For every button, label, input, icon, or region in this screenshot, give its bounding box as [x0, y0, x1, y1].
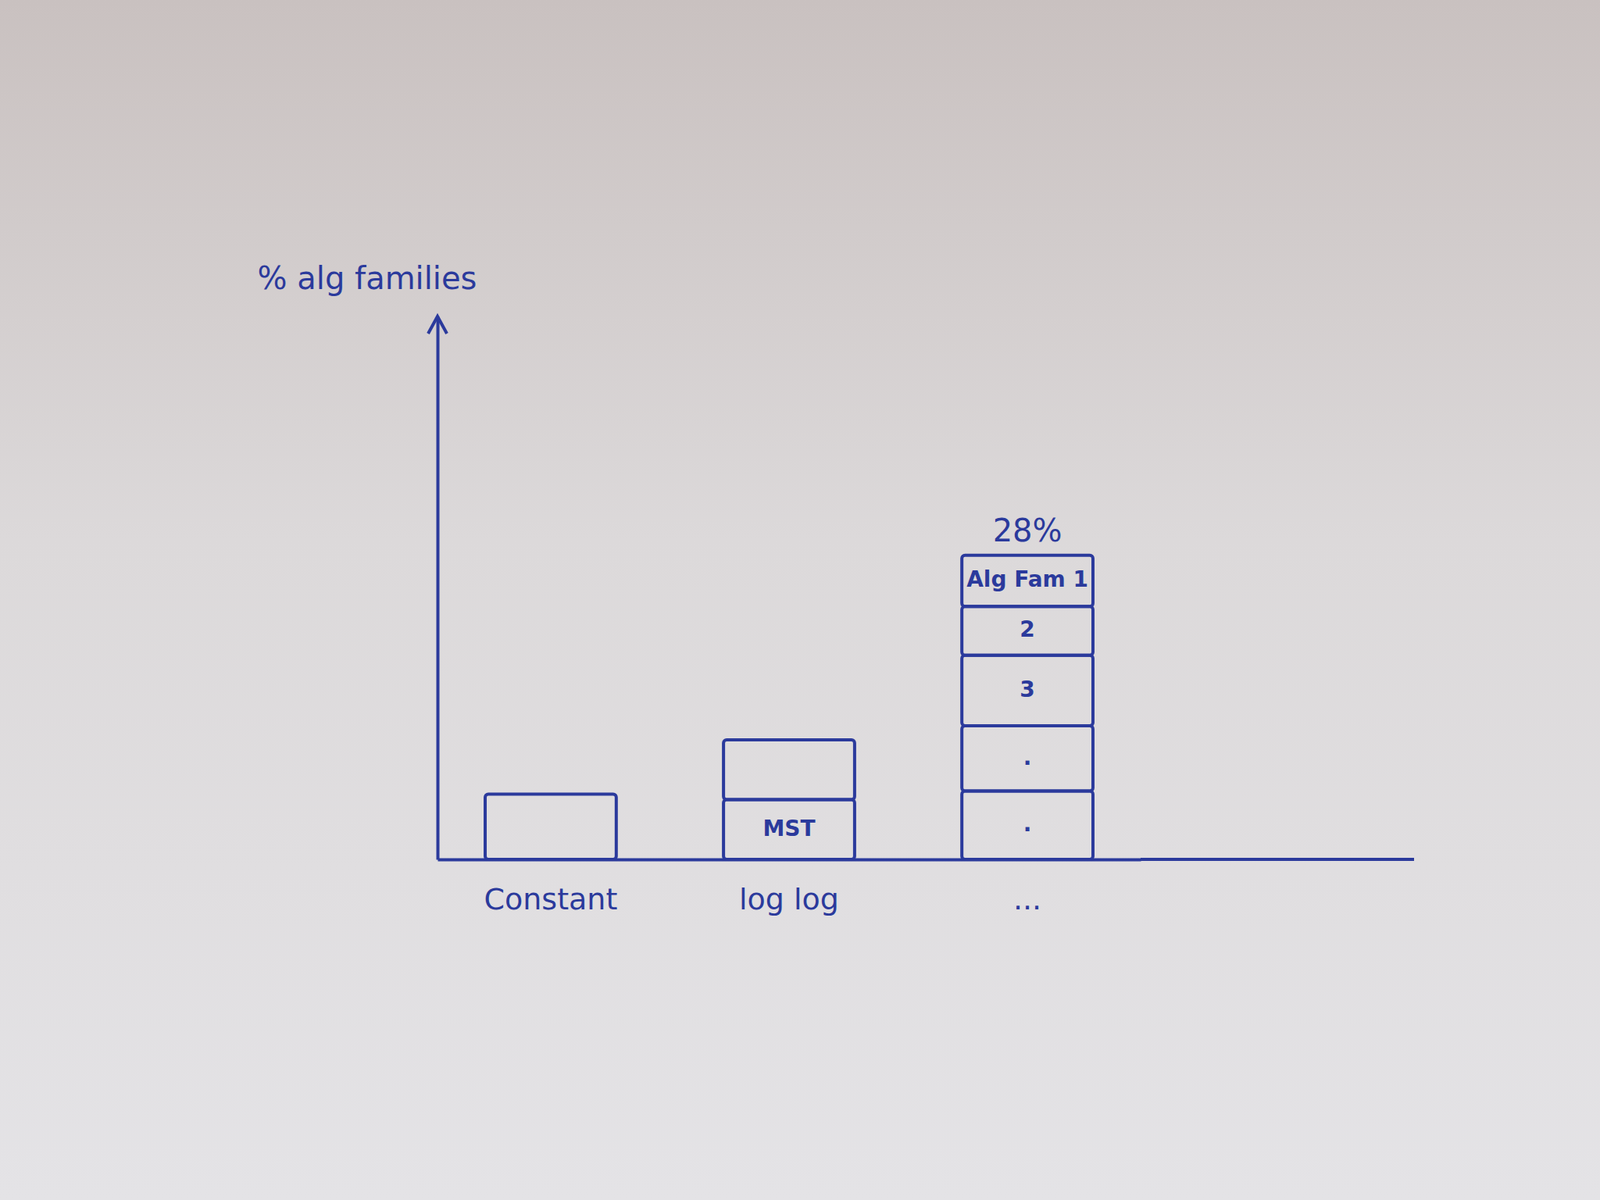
- bars: [485, 555, 1093, 860]
- segment-label: .: [1023, 810, 1033, 837]
- bar-segment: [961, 555, 1093, 607]
- total-label: 28%: [992, 512, 1063, 549]
- segment-label: Alg Fam 1: [966, 566, 1089, 593]
- x-tick: Constant: [483, 859, 618, 917]
- x-tick: ...: [1013, 859, 1042, 917]
- segment-labels: MST.. 3 2 Alg Fam 1: [762, 566, 1089, 841]
- segment-label: MST: [762, 815, 815, 842]
- chart: MST.. 3 2 Alg Fam 1 28% Constant log log... % a…: [0, 0, 1600, 1200]
- x-tick-label: Constant: [483, 882, 618, 917]
- bar-segment: [961, 725, 1093, 791]
- bar-segment: [723, 800, 855, 860]
- segment-label: .: [1023, 744, 1033, 771]
- bar-segment: [485, 794, 617, 860]
- x-tick: log log: [739, 859, 840, 917]
- x-axis: Constant log log...: [438, 859, 1142, 917]
- y-axis: [437, 317, 439, 861]
- x-axis-extension: [1140, 857, 1415, 861]
- x-axis-line: [438, 858, 1142, 862]
- y-axis-title: % alg families: [257, 260, 478, 297]
- bar-segment: [961, 655, 1093, 726]
- bar-segment: [723, 739, 855, 800]
- axis-arrow: [428, 316, 447, 334]
- segment-label: 2: [1019, 616, 1035, 643]
- bar-segment: [961, 606, 1093, 656]
- segment-label: 3: [1019, 676, 1035, 703]
- x-tick-label: log log: [739, 882, 840, 917]
- bar-segment: [961, 790, 1093, 860]
- y-axis-line: [436, 317, 440, 861]
- x-tick-label: ...: [1013, 882, 1042, 917]
